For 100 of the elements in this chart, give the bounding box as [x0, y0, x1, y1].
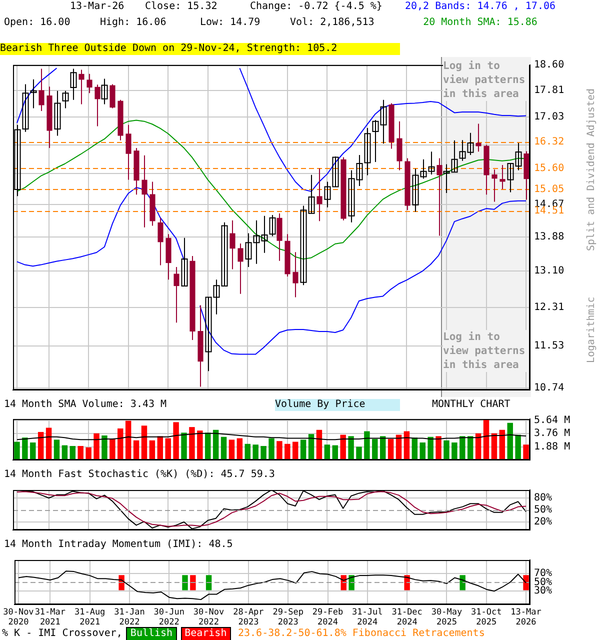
x-tick-label: 31-Jul 2024 — [352, 608, 383, 628]
chart-title: 14 Month Fast Stochastic (%K) (%D): 45.7 59.3 — [4, 469, 275, 481]
candlestick — [94, 84, 100, 127]
x-tick-label: 29-Sep 2023 — [272, 608, 304, 628]
text: Bearish Three Outside Down on 29-Nov-24, Strength: 105.2 — [0, 43, 400, 55]
candlestick — [110, 84, 116, 109]
x-tick-label: 30-Nov 2022 — [193, 608, 224, 628]
bar — [173, 422, 179, 460]
text: Vol: 2,186,513 — [290, 17, 374, 29]
y-tick-label: 13.10 — [534, 266, 564, 277]
bar — [460, 436, 466, 460]
bar — [300, 440, 306, 460]
bar — [372, 438, 378, 460]
x-tick-label: 31-Dec 2024 — [392, 608, 422, 628]
text: Close: 15.32 — [145, 1, 218, 13]
bar — [220, 436, 227, 460]
text: Volume By Price — [275, 399, 400, 411]
bar — [54, 440, 60, 460]
bar — [348, 436, 354, 460]
text: Logarithmic — [586, 296, 598, 366]
y-tick-label: 50% — [534, 504, 552, 516]
text: 13-Mar-26 — [70, 1, 124, 13]
candlestick — [396, 120, 402, 171]
bar — [452, 442, 458, 460]
bar — [165, 438, 171, 460]
bar — [228, 440, 235, 460]
bar — [22, 438, 28, 460]
chart-title: 14 Month Intraday Momentum (IMI): 48.5 — [4, 539, 233, 551]
x-tick-label: 13-Mar 2026 — [510, 608, 542, 628]
text: Change: -0.72 {-4.5 %} — [250, 1, 382, 13]
ref-line-label: 16.32 — [534, 136, 564, 148]
y-tick-label: 70% — [534, 568, 552, 579]
bar — [364, 431, 370, 460]
text: Low: 14.79 — [200, 17, 260, 29]
bar — [356, 446, 362, 460]
bar — [436, 436, 442, 460]
candlestick — [78, 69, 84, 105]
bar — [340, 434, 346, 460]
bar — [205, 432, 211, 460]
bar — [118, 428, 124, 460]
y-tick-label: 30% — [534, 586, 552, 597]
bar — [420, 442, 426, 460]
x-tick-label: 31-Aug 2021 — [74, 608, 106, 628]
bar — [30, 442, 36, 460]
text: 20 Month SMA: 15.86 — [423, 17, 538, 29]
candlestick — [101, 78, 108, 105]
bar — [102, 435, 108, 460]
candlestick — [126, 124, 132, 180]
bar — [523, 444, 529, 460]
annotation: Log in to view patterns in this area — [443, 330, 529, 372]
x-tick-label: 29-Feb 2024 — [312, 608, 344, 628]
candlestick — [476, 123, 482, 152]
candlestick — [142, 154, 148, 228]
candlestick — [70, 68, 77, 100]
y-tick-label: 18.60 — [534, 60, 564, 71]
y-tick-label: 20% — [534, 516, 552, 528]
x-tick-label: 30-May 2025 — [431, 608, 462, 628]
text: 23.6-38.2-50-61.8% Fibonacci Retracements — [238, 628, 485, 640]
y-axis-title: Split and Dividend Adjusted — [586, 88, 598, 254]
candlestick — [269, 214, 276, 237]
candlestick — [436, 158, 442, 236]
bar — [78, 446, 84, 460]
text: 14 Month SMA Volume: 3.43 M — [4, 399, 167, 411]
text: Bearish — [180, 627, 231, 640]
candlestick — [181, 237, 188, 287]
y-tick-label: 3.76 M — [534, 428, 570, 440]
bar — [276, 441, 282, 460]
text: Bullish — [126, 627, 177, 640]
y-tick-label: 13.88 — [534, 232, 564, 243]
candlestick — [174, 266, 180, 324]
candlestick — [492, 169, 498, 202]
candlestick — [62, 90, 69, 109]
bar — [515, 434, 521, 460]
bar — [236, 438, 243, 460]
y-tick-label: 80% — [534, 492, 552, 504]
candlestick — [230, 220, 236, 270]
x-tick-label: 28-Apr 2023 — [233, 608, 264, 628]
text: MONTHLY CHART — [432, 399, 510, 411]
x-tick-label: 31-Oct 2025 — [471, 608, 502, 628]
bar — [284, 444, 290, 460]
candlestick — [86, 73, 92, 94]
bar — [268, 438, 274, 460]
bar — [260, 446, 266, 460]
candlestick — [54, 90, 61, 136]
bar — [388, 438, 394, 460]
bar — [324, 444, 330, 460]
x-tick-label: 30-Nov 2020 — [3, 608, 34, 628]
bar — [141, 426, 148, 460]
y-tick-label: 10.74 — [534, 382, 564, 394]
bar — [189, 427, 195, 460]
candlestick — [316, 168, 322, 222]
candlestick — [38, 68, 44, 112]
y-tick-label: 11.53 — [534, 340, 564, 352]
candlestick — [292, 252, 298, 298]
bar — [428, 436, 434, 460]
y-tick-label: 12.31 — [534, 302, 564, 314]
bar — [133, 440, 140, 460]
bar — [181, 432, 187, 460]
bar — [252, 444, 258, 460]
text: High: 16.06 — [100, 17, 166, 29]
